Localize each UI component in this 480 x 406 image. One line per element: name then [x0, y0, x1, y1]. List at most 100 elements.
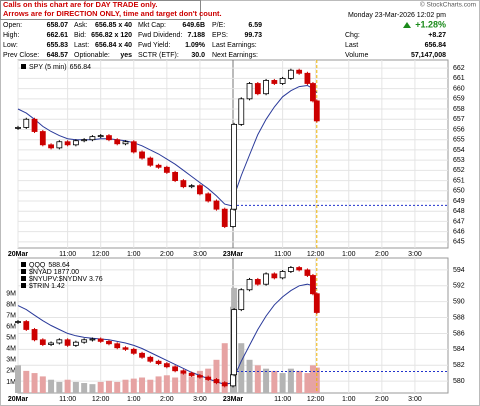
y-tick-label: 586 — [453, 330, 465, 337]
field-value: 656.85 x 40 — [95, 22, 132, 29]
field-label: Fwd Dividend: — [138, 32, 182, 39]
field-label: Prev Close: — [3, 52, 39, 59]
field-label: EPS: — [212, 32, 228, 39]
x-tick-label: 23Mar — [223, 396, 244, 403]
candle — [221, 208, 228, 227]
legend-entry: $NYAD 1877.00 — [29, 269, 79, 276]
notice: Arrows are for DIRECTION ONLY, time and … — [3, 9, 222, 18]
field-label: Next Earnings: — [212, 52, 258, 59]
y-tick-label: 646 — [453, 228, 465, 235]
candle — [254, 279, 261, 285]
y-tick-label: 648 — [453, 208, 465, 215]
x-tick-label: 3:00 — [193, 396, 207, 403]
volume-bar — [48, 379, 55, 393]
field-value: +8.27 — [428, 32, 446, 39]
y-tick-label: 659 — [453, 96, 465, 103]
field-label: Optionable: — [74, 52, 110, 59]
legend-swatch — [21, 262, 26, 267]
candle — [97, 338, 104, 342]
volume-tick-label: 4M — [6, 346, 16, 353]
volume-bar — [309, 365, 316, 393]
candle — [188, 372, 195, 376]
candle — [89, 338, 96, 341]
field-value: 6.59 — [248, 22, 262, 29]
y-tick-label: 662 — [453, 65, 465, 72]
field-label: Bid: — [74, 32, 86, 39]
legend-name: QQQ — [29, 262, 46, 269]
field-value: 655.83 — [47, 42, 69, 49]
field-value: 658.07 — [47, 22, 69, 29]
candle — [172, 171, 179, 181]
field-label: Chg: — [345, 32, 360, 39]
volume-bar — [89, 384, 96, 393]
y-tick-label: 658 — [453, 106, 465, 113]
candle — [231, 123, 238, 210]
volume-tick-label: 8M — [6, 301, 16, 308]
notice: Calls on this chart are for DAY TRADE on… — [3, 0, 157, 9]
volume-tick-label: 7M — [6, 312, 16, 319]
candle — [147, 356, 154, 362]
y-tick-label: 647 — [453, 218, 465, 225]
candle — [130, 348, 137, 354]
x-tick-label: 1:00 — [127, 396, 141, 403]
candle — [205, 193, 212, 202]
field-label: Open: — [3, 22, 22, 29]
x-tick-label: 20Mar — [8, 251, 29, 258]
candle — [106, 340, 112, 345]
candle — [48, 144, 54, 149]
field-value: 1.09% — [185, 42, 206, 49]
volume-bar — [23, 370, 30, 393]
x-tick-label: 11:00 — [274, 396, 291, 403]
candle — [279, 271, 286, 279]
candle — [296, 69, 303, 74]
candle — [238, 289, 245, 311]
candle — [238, 98, 245, 125]
candle — [64, 141, 71, 146]
candle — [271, 273, 278, 279]
volume-bar — [39, 376, 46, 393]
volume-bar — [72, 381, 79, 393]
field-label: Low: — [3, 42, 18, 49]
y-tick-label: 588 — [453, 314, 465, 321]
candle — [213, 200, 220, 210]
up-arrow — [403, 22, 411, 28]
x-tick-label: 3:00 — [408, 251, 422, 258]
candle — [81, 139, 88, 142]
volume-bar — [147, 379, 154, 393]
candle — [230, 374, 236, 387]
field-value: 57,147,008 — [411, 52, 446, 59]
candle — [56, 339, 63, 344]
legend-swatch — [21, 283, 26, 288]
candle — [31, 329, 38, 341]
y-tick-label: 657 — [453, 116, 465, 123]
legend-entry: $NYUPV:$NYDNV 3.76 — [29, 276, 103, 283]
legend-entry: $TRIN 1.42 — [29, 283, 65, 290]
x-tick-label: 1:00 — [342, 251, 356, 258]
field-value: 649.6B — [182, 22, 205, 29]
y-tick-label: 580 — [453, 378, 465, 385]
candle — [15, 127, 21, 129]
field-label: SCTR (ETF): — [138, 52, 179, 59]
y-tick-label: 594 — [453, 267, 465, 274]
x-tick-label: 2:00 — [160, 396, 174, 403]
field-label: P/E: — [212, 22, 225, 29]
candle — [39, 339, 46, 345]
candle — [39, 131, 46, 146]
field-label: Ask: — [74, 22, 88, 29]
candle — [180, 370, 187, 374]
volume-tick-label: 3M — [6, 357, 16, 364]
candle — [114, 139, 121, 145]
candle — [23, 321, 30, 330]
y-tick-label: 653 — [453, 157, 465, 164]
field-label: Last — [345, 42, 358, 49]
field-value: 648.57 — [47, 52, 69, 59]
volume-bar — [81, 383, 88, 393]
candle — [246, 279, 253, 291]
candle — [221, 382, 228, 387]
candle — [114, 343, 121, 349]
y-tick-label: 651 — [453, 177, 465, 184]
candle — [72, 341, 79, 346]
candle — [188, 185, 195, 188]
candle — [163, 363, 170, 368]
x-tick-label: 11:00 — [274, 251, 291, 258]
